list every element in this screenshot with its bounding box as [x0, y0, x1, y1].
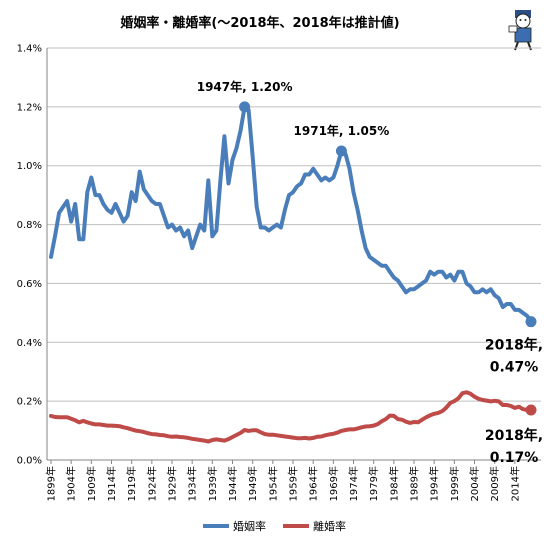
x-tick-label: 2004年	[468, 466, 481, 501]
x-tick-label: 1904年	[65, 466, 78, 501]
annotation-marker	[525, 404, 537, 416]
x-tick-label: 1959年	[287, 466, 300, 501]
x-tick-label: 1969年	[327, 466, 340, 501]
legend: 婚姻率 離婚率	[203, 519, 346, 533]
y-tick-labels: 0.0% 0.2% 0.4% 0.6% 0.8% 1.0% 1.2% 1.4%	[17, 44, 42, 467]
y-tick-label: 1.4%	[17, 44, 42, 55]
y-tick-label: 0.6%	[17, 279, 42, 290]
annotation-marker	[335, 145, 347, 157]
annotation-marker	[239, 101, 251, 113]
x-tick-label: 1929年	[166, 466, 179, 501]
y-tick-label: 0.8%	[17, 220, 42, 231]
annotation-marker	[525, 316, 537, 328]
x-tick-label: 1919年	[125, 466, 138, 501]
x-tick-label: 1949年	[246, 466, 259, 501]
x-tick-label: 1979年	[367, 466, 380, 501]
annotations: 1947年, 1.20% 1971年, 1.05% 2018年, 0.47% 2018年…	[197, 79, 543, 466]
x-tick-label: 1984年	[387, 466, 400, 501]
x-tick-labels: 1899年 1904年 1909年 1914年 1919年 1924年 1929年 1934年…	[45, 466, 522, 501]
x-tick-label: 1899年	[45, 466, 58, 501]
annotation-label: 2018年,	[485, 337, 543, 354]
x-tick-label: 1999年	[448, 466, 461, 501]
x-tick-label: 1924年	[145, 466, 158, 501]
axes	[46, 48, 541, 464]
y-tick-label: 1.2%	[17, 102, 42, 113]
x-tick-label: 1944年	[226, 466, 239, 501]
x-tick-label: 1939年	[206, 466, 219, 501]
y-tick-label: 1.0%	[17, 161, 42, 172]
chart-title: 婚姻率・離婚率(～2018年、2018年は推計値)	[120, 15, 399, 31]
legend-item-marriage-rate-label: 婚姻率	[233, 519, 266, 533]
x-tick-label: 1954年	[266, 466, 279, 501]
x-tick-label: 1964年	[307, 466, 320, 501]
x-tick-label: 1974年	[347, 466, 360, 501]
y-tick-label: 0.0%	[17, 456, 42, 467]
annotation-value: 0.17%	[490, 450, 539, 466]
series-lines	[49, 104, 533, 444]
x-tick-label: 1909年	[85, 466, 98, 501]
x-tick-label: 2009年	[488, 466, 501, 501]
annotation-value: 0.47%	[490, 360, 539, 376]
annotation-label: 1947年, 1.20%	[197, 79, 293, 94]
divorce-rate-line	[49, 390, 533, 444]
x-tick-label: 1914年	[105, 466, 118, 501]
x-tick-label: 1994年	[428, 466, 441, 501]
y-tick-label: 0.2%	[17, 397, 42, 408]
marriage-rate-line	[49, 104, 533, 324]
x-tick-label: 1989年	[408, 466, 421, 501]
y-tick-label: 0.4%	[17, 338, 42, 349]
x-tick-label: 1934年	[186, 466, 199, 501]
mascot-logo-icon	[508, 10, 532, 51]
annotation-label: 1971年, 1.05%	[294, 123, 390, 138]
annotation-label: 2018年,	[485, 427, 543, 444]
legend-item-divorce-rate-label: 離婚率	[313, 519, 346, 533]
x-tick-label: 2014年	[508, 466, 521, 501]
